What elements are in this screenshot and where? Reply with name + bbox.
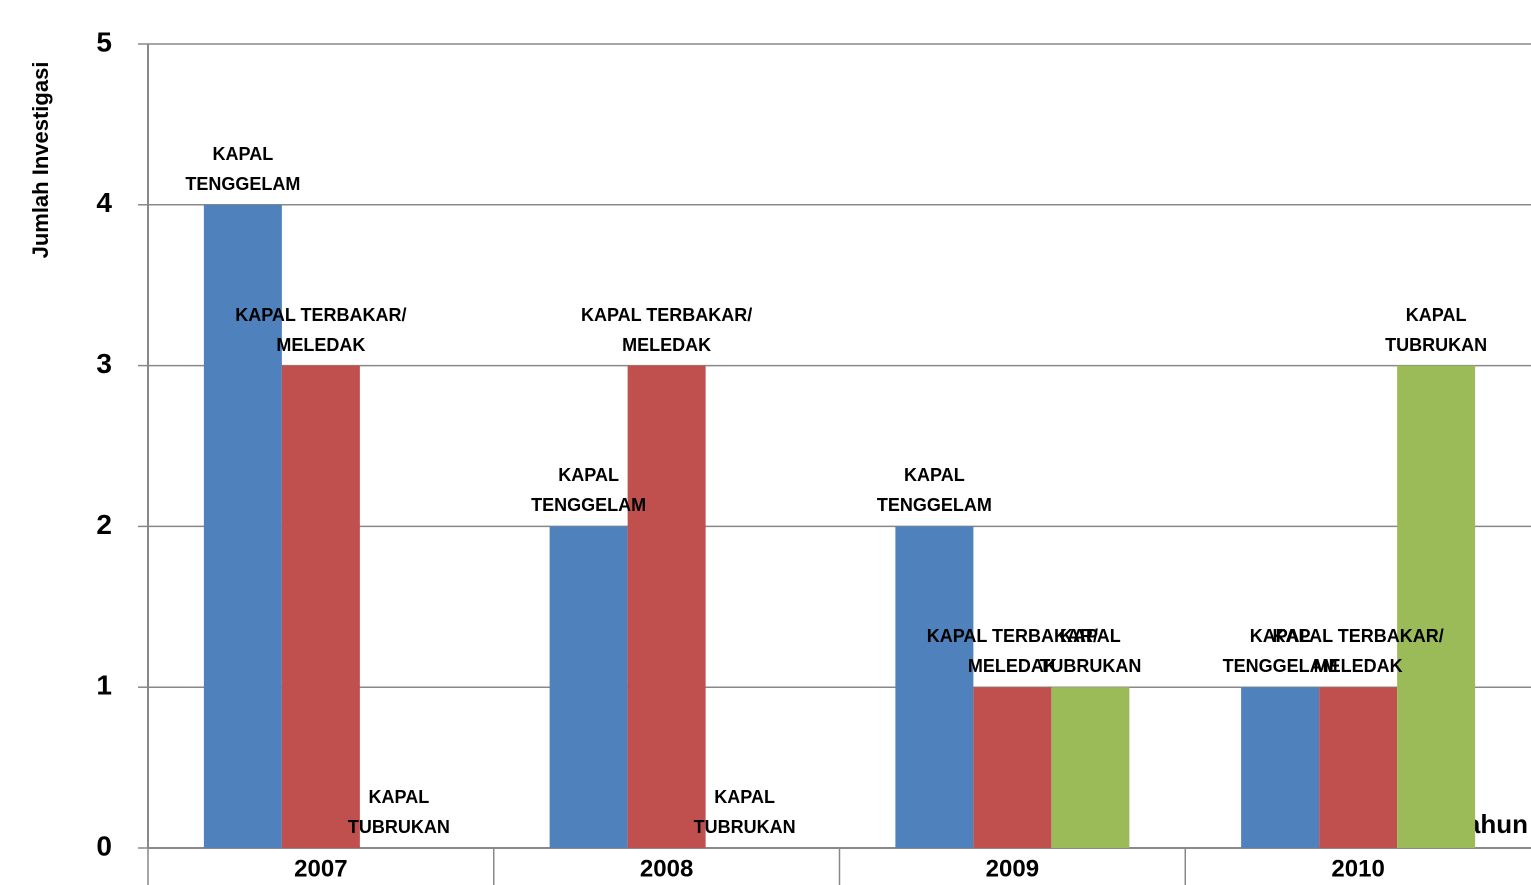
x-tick-label: 2010	[1331, 855, 1384, 882]
data-label: KAPAL TENGGELAM	[531, 465, 647, 516]
y-tick-label: 2	[96, 509, 112, 540]
x-tick-label: 2007	[294, 855, 347, 882]
bar	[203, 204, 282, 849]
data-label: KAPAL TERBAKAR/ MELEDAK	[1272, 626, 1444, 677]
y-tick-label: 3	[96, 348, 112, 379]
bar	[281, 365, 360, 848]
bar	[1397, 365, 1476, 848]
bar	[627, 365, 706, 848]
x-tick-label: 2009	[986, 855, 1039, 882]
data-label: KAPAL TUBRUKAN	[347, 787, 450, 837]
data-label: KAPAL TENGGELAM	[876, 465, 992, 516]
y-tick-label: 0	[96, 830, 112, 861]
bar	[895, 526, 974, 848]
data-label: KAPAL TERBAKAR/ MELEDAK	[580, 304, 753, 355]
y-tick-label: 5	[96, 26, 112, 57]
data-label: KAPAL TUBRUKAN	[1385, 304, 1488, 355]
x-tick-label: 2008	[640, 855, 693, 882]
y-axis-title: Jumlah Investigasi	[28, 62, 53, 259]
y-tick-label: 4	[96, 187, 112, 218]
y-tick-label: 1	[96, 670, 112, 701]
bar	[549, 526, 628, 848]
data-label: KAPAL TERBAKAR/ MELEDAK	[926, 626, 1099, 677]
bar	[1051, 687, 1130, 848]
bar	[973, 687, 1052, 848]
data-label: KAPAL TUBRUKAN	[693, 787, 796, 837]
bar	[1241, 687, 1320, 848]
data-label: KAPAL TENGGELAM	[185, 143, 301, 194]
bar	[1319, 687, 1398, 848]
data-label: KAPAL TENGGELAM	[1222, 626, 1338, 677]
data-label: KAPAL TERBAKAR/ MELEDAK	[235, 304, 407, 355]
data-label: KAPAL TUBRUKAN	[1039, 626, 1142, 677]
